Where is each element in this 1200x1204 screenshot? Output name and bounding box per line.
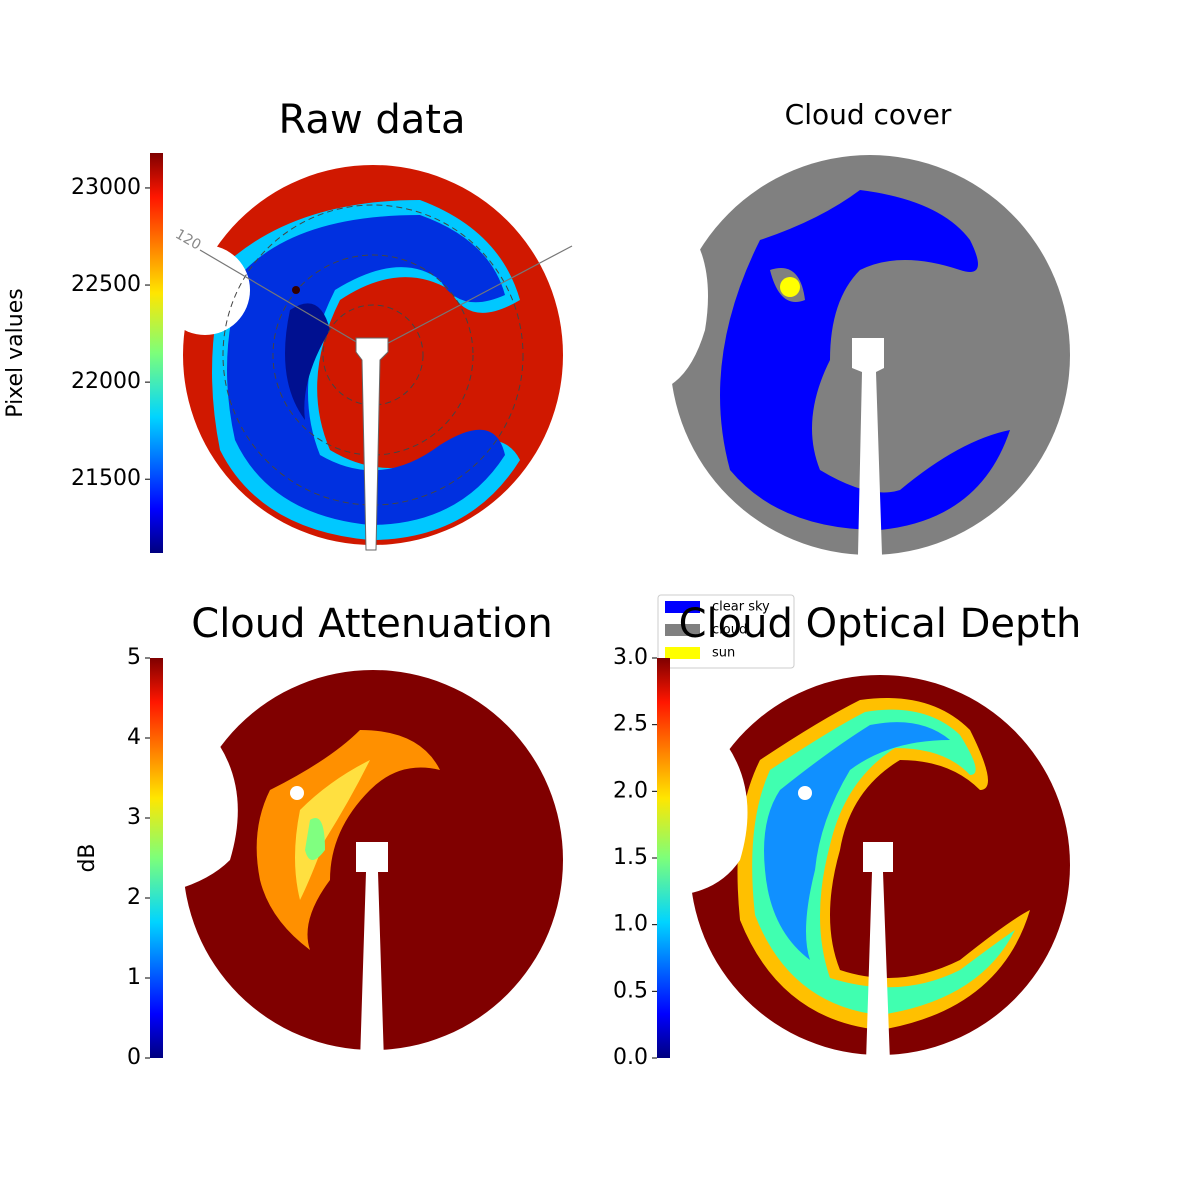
panel-title: Cloud Optical Depth [679, 601, 1082, 647]
colorbar-label: dB [75, 843, 100, 872]
colorbar-tick-label: 22500 [71, 272, 141, 297]
optical-depth-image [690, 675, 1070, 1055]
panel-title: Cloud cover [785, 98, 952, 131]
colorbar-tick-label: 23000 [71, 175, 141, 200]
colorbar [657, 658, 670, 1058]
colorbar-tick-label: 2.5 [613, 712, 648, 737]
legend-swatch [665, 624, 700, 636]
colorbar-tick-label: 1.5 [613, 845, 648, 870]
legend-label: cloud [712, 623, 747, 638]
colorbar-tick-label: 0.5 [613, 978, 648, 1003]
legend-label: sun [712, 646, 735, 661]
colorbar-tick-label: 2.0 [613, 778, 648, 803]
colorbar-tick-label: 0.0 [613, 1045, 648, 1070]
colorbar-tick-label: 4 [127, 725, 141, 750]
colorbar-tick-label: 22000 [71, 369, 141, 394]
colorbar-tick-label: 2 [127, 885, 141, 910]
colorbar [150, 153, 163, 553]
legend-label: clear sky [712, 600, 770, 615]
colorbar [150, 658, 163, 1058]
panel-title: Cloud Attenuation [191, 601, 552, 647]
colorbar-tick-label: 3 [127, 805, 141, 830]
colorbar-label: Pixel values [3, 288, 28, 417]
colorbar-tick-label: 3.0 [613, 645, 648, 670]
panel-title: Raw data [279, 97, 466, 143]
colorbar-tick-label: 5 [127, 645, 141, 670]
colorbar-tick-label: 21500 [71, 466, 141, 491]
colorbar-tick-label: 0 [127, 1045, 141, 1070]
legend-swatch [665, 601, 700, 613]
colorbar-tick-label: 1.0 [613, 912, 648, 937]
colorbar-tick-label: 1 [127, 965, 141, 990]
legend-swatch [665, 647, 700, 659]
